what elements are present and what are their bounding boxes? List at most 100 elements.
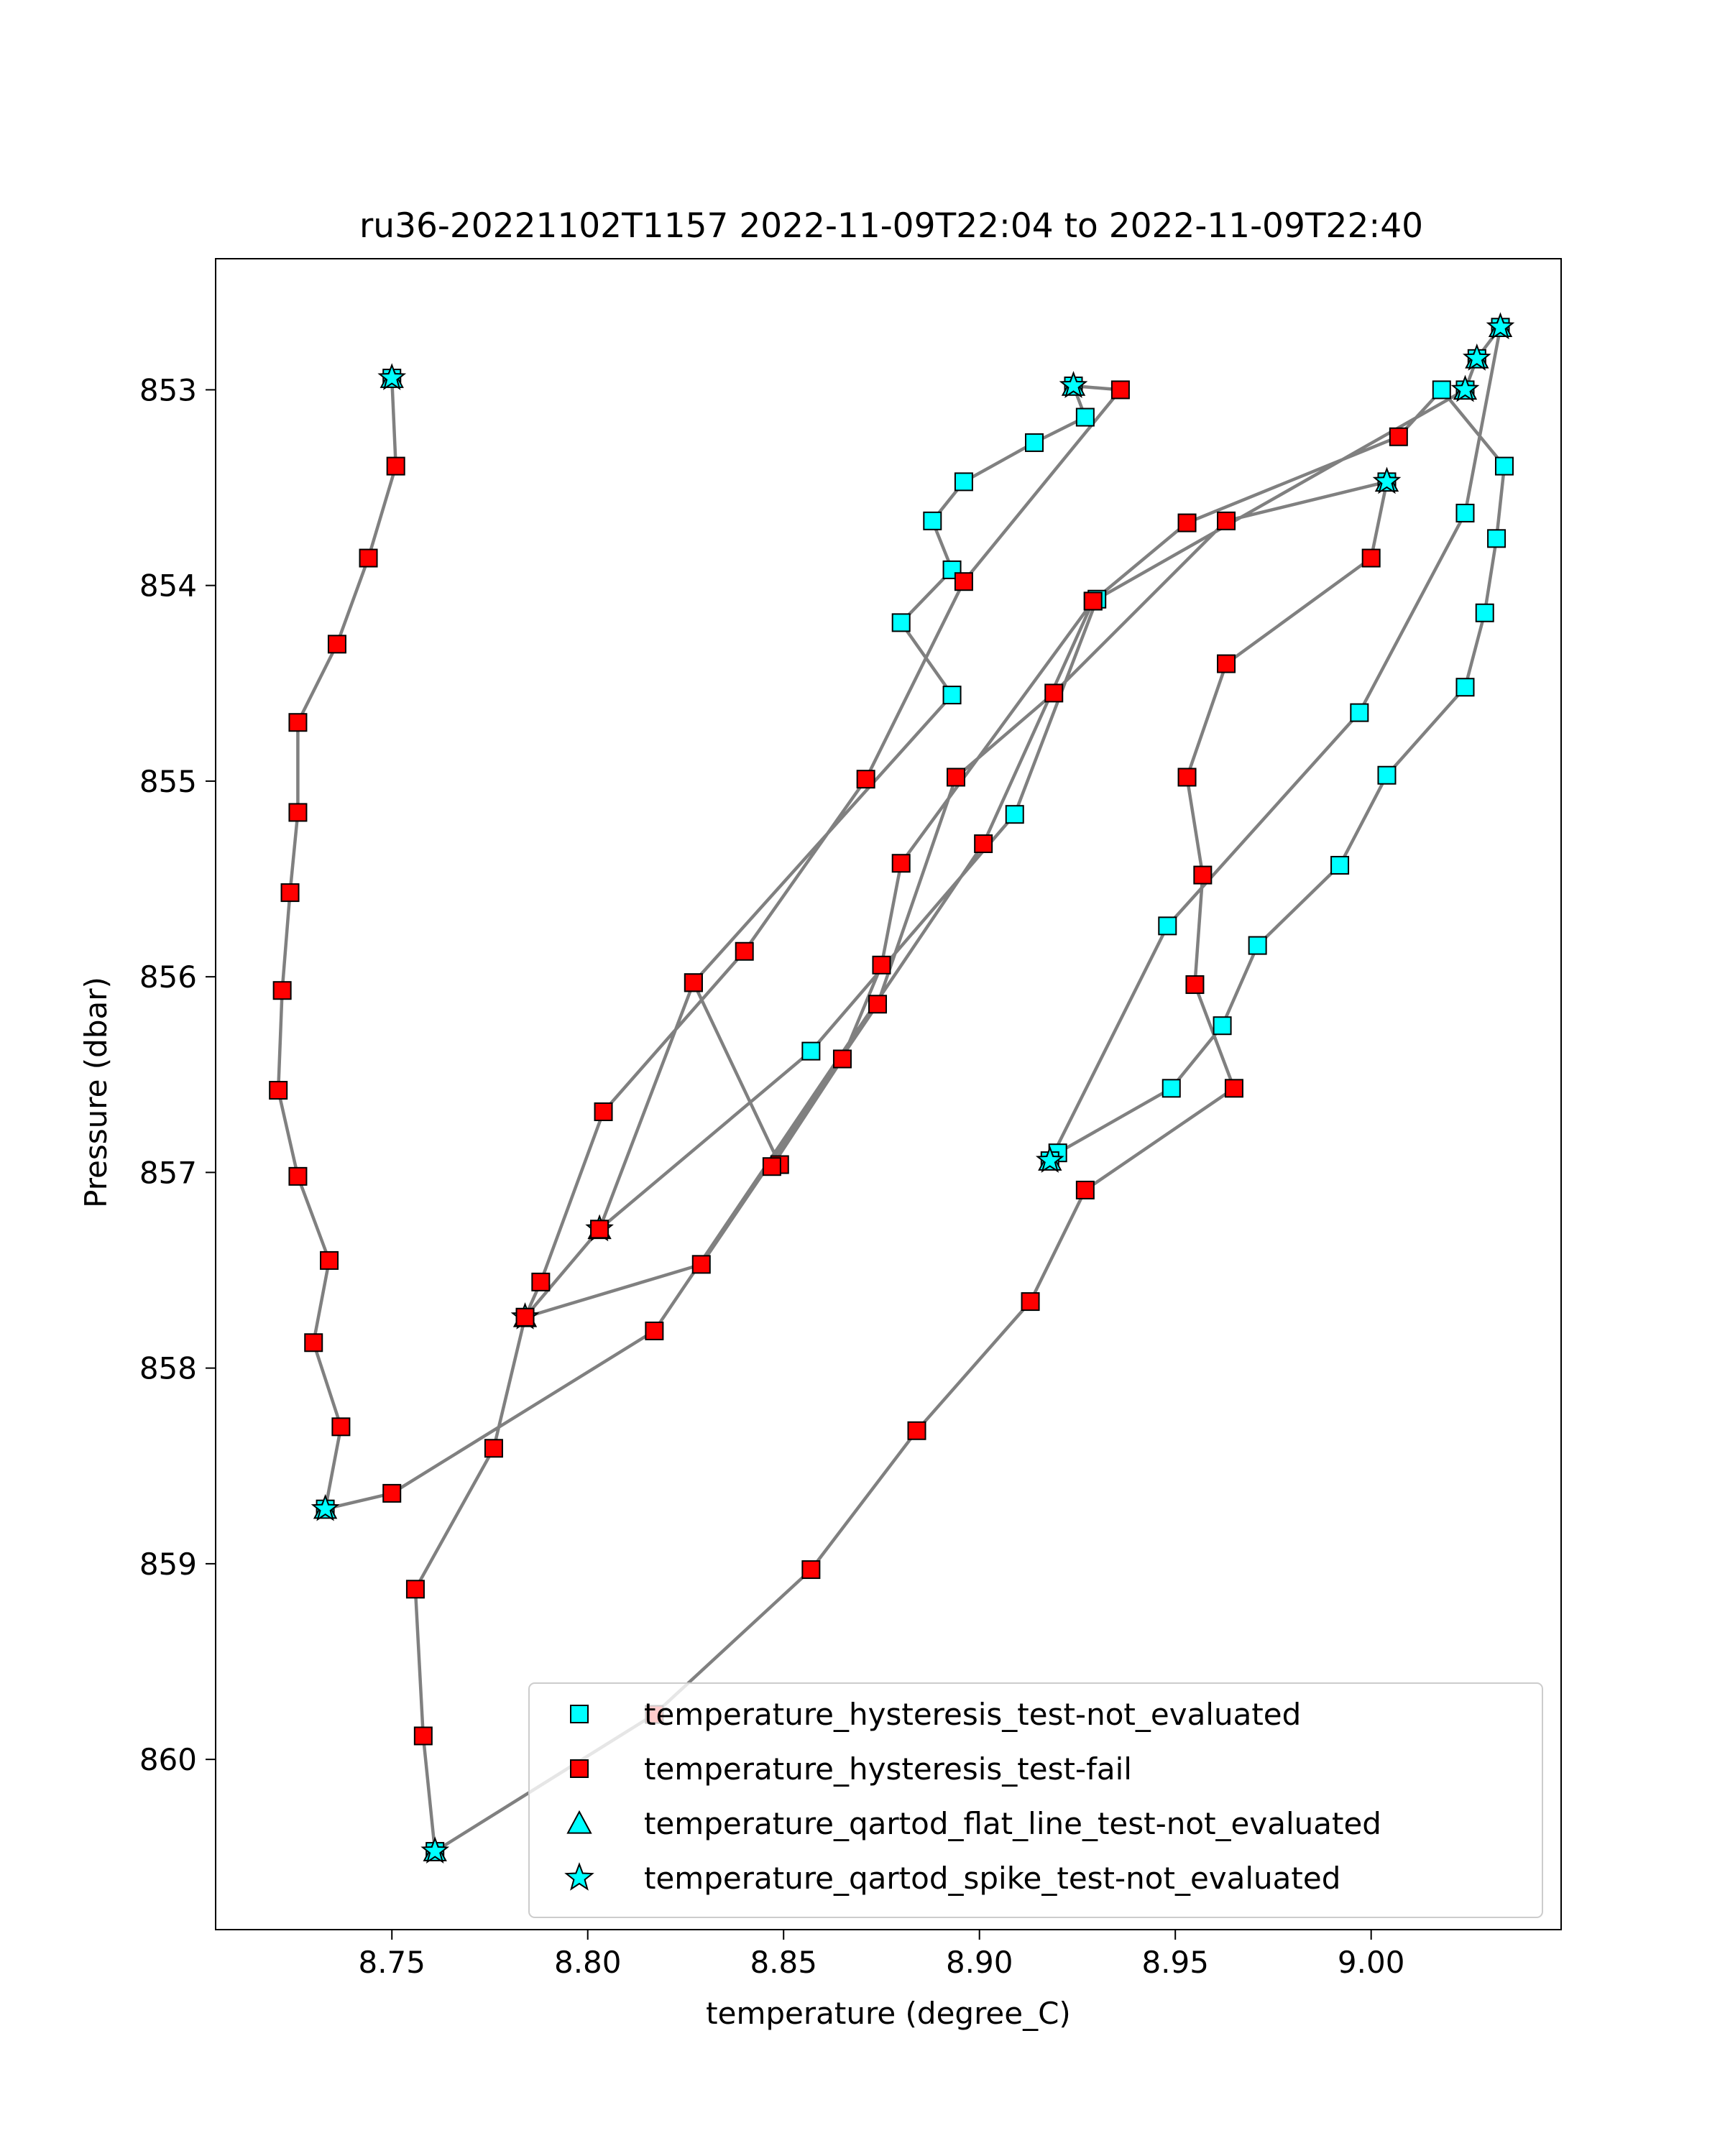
hysteresis-fail-marker [320,1250,339,1270]
hysteresis-not-evaluated-marker [1158,916,1177,936]
spike-not-evaluated-marker [1486,312,1515,340]
hysteresis-not-evaluated-marker [1455,678,1475,697]
hysteresis-fail-marker [872,955,891,975]
hysteresis-fail-marker [1044,683,1064,703]
hysteresis-fail-marker [891,854,911,873]
series-layer [269,312,1515,1864]
hysteresis-fail-marker [974,834,993,854]
legend-items: temperature_hysteresis_test-not_evaluate… [564,1697,1381,1896]
hysteresis-fail-marker [735,941,754,961]
hysteresis-not-evaluated-marker [923,511,942,530]
hysteresis-fail-marker [954,572,973,591]
y-axis-label: Pressure (dbar) [78,977,114,1208]
hysteresis-not-evaluated-marker [942,686,962,705]
hysteresis-fail-marker [1361,548,1381,568]
x-tick-label: 8.85 [750,1945,817,1980]
x-tick-label: 8.75 [358,1945,426,1980]
y-tick-label: 854 [139,568,197,604]
hysteresis-not-evaluated-marker [1162,1079,1181,1098]
spike-not-evaluated-marker [1450,374,1480,402]
hysteresis-fail-marker [304,1333,323,1353]
hysteresis-fail-marker [359,548,378,568]
y-tick-label: 858 [139,1351,197,1386]
y-tick-label: 860 [139,1742,197,1777]
hysteresis-fail-marker [1389,427,1408,446]
x-tick-label: 8.90 [946,1945,1013,1980]
spike-not-evaluated-marker [1059,371,1088,398]
hysteresis-fail-marker [762,1157,781,1176]
x-tick-label: 8.95 [1141,1945,1209,1980]
chart-title: ru36-20221102T1157 2022-11-09T22:04 to 2… [359,206,1423,246]
hysteresis-fail-marker [405,1580,425,1599]
hysteresis-fail-marker [1185,975,1205,995]
spike-not-evaluated-marker [1462,343,1491,371]
y-axis-ticks: 853 854 855 856 857 858 859 860 [139,372,216,1777]
hysteresis-not-evaluated-marker [1248,936,1267,955]
hysteresis-fail-marker [1083,591,1103,611]
hysteresis-not-evaluated-marker [891,613,911,632]
spike-not-evaluated-marker [377,363,407,390]
hysteresis-fail-marker [382,1483,402,1503]
hysteresis-fail-marker [288,803,308,822]
y-tick-label: 855 [139,764,197,799]
hysteresis-not-evaluated-marker [1350,703,1369,722]
hysteresis-fail-marker [288,1166,308,1186]
x-tick-label: 9.00 [1338,1945,1405,1980]
profile-line [276,326,1506,1853]
hysteresis-not-evaluated-marker [954,472,973,492]
hysteresis-fail-marker [531,1272,551,1291]
hysteresis-not-evaluated-marker [1432,380,1451,400]
hysteresis-fail-marker [1110,380,1130,400]
hysteresis-fail-marker [1217,511,1236,530]
spike-not-evaluated-marker [420,1836,450,1864]
hysteresis-fail-marker [288,713,308,732]
y-tick-label: 859 [139,1547,197,1582]
hysteresis-fail-marker [484,1439,503,1458]
y-tick-label: 857 [139,1155,197,1190]
hysteresis-not-evaluated-marker [1377,765,1397,785]
legend-square-marker [570,1759,589,1778]
legend: temperature_hysteresis_test-not_evaluate… [528,1682,1543,1918]
hysteresis-fail-marker [801,1560,821,1580]
hysteresis-fail-marker [269,1081,288,1100]
hysteresis-not-evaluated-marker [1005,805,1024,824]
hysteresis-fail-marker [594,1102,613,1122]
legend-label: temperature_qartod_spike_test-not_evalua… [644,1861,1340,1896]
hysteresis-not-evaluated-marker [1213,1016,1232,1036]
x-tick-label: 8.80 [554,1945,622,1980]
hysteresis-fail-marker [1177,513,1197,533]
hysteresis-not-evaluated-marker [1075,407,1095,427]
hysteresis-fail-marker [1217,654,1236,673]
hysteresis-fail-marker [280,883,300,903]
y-tick-label: 853 [139,372,197,407]
hysteresis-not-evaluated-marker [1455,503,1475,522]
hysteresis-fail-marker [691,1255,711,1274]
legend-star-marker [564,1862,594,1891]
legend-box [528,1682,1543,1918]
hysteresis-fail-marker [386,456,405,476]
spike-not-evaluated-marker [310,1493,340,1521]
hysteresis-fail-marker [1021,1292,1040,1312]
hysteresis-fail-marker [832,1049,852,1069]
hysteresis-fail-marker [1075,1180,1095,1199]
legend-triangle-marker [566,1810,592,1834]
x-axis-ticks: 8.75 8.80 8.85 8.90 8.95 9.00 [358,1930,1404,1980]
hysteresis-fail-marker [947,768,966,787]
hysteresis-fail-marker [331,1417,351,1437]
hysteresis-fail-marker [327,635,346,654]
hysteresis-fail-marker [272,981,292,1000]
hysteresis-fail-marker [1177,768,1197,787]
hysteresis-not-evaluated-marker [1494,456,1514,476]
hysteresis-not-evaluated-marker [801,1041,821,1061]
hysteresis-fail-marker [907,1421,926,1440]
hysteresis-fail-marker [684,973,703,992]
hysteresis-fail-marker [1224,1079,1243,1098]
hysteresis-fail-marker [645,1321,664,1340]
hysteresis-not-evaluated-marker [1025,433,1044,452]
spike-not-evaluated-marker [1372,466,1402,494]
hysteresis-fail-marker [590,1220,610,1239]
y-tick-label: 856 [139,959,197,995]
hysteresis-fail-marker [1193,865,1213,885]
hysteresis-not-evaluated-marker [1330,855,1350,875]
